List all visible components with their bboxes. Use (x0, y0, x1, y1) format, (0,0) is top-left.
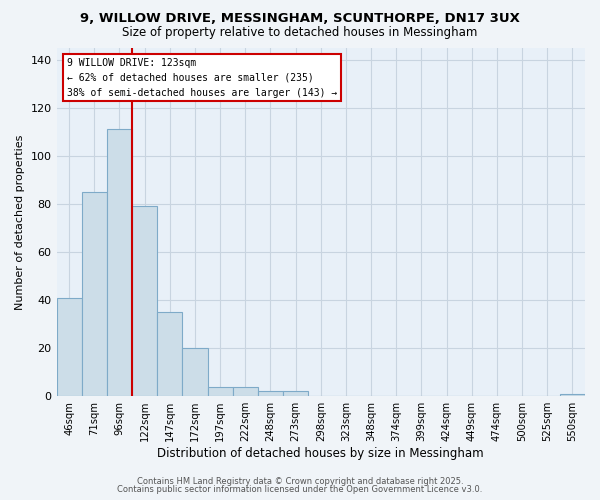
Bar (233, 386, 258, 396)
Bar (182, 348, 208, 396)
Text: Contains HM Land Registry data © Crown copyright and database right 2025.: Contains HM Land Registry data © Crown c… (137, 477, 463, 486)
Y-axis label: Number of detached properties: Number of detached properties (15, 134, 25, 310)
Text: 9, WILLOW DRIVE, MESSINGHAM, SCUNTHORPE, DN17 3UX: 9, WILLOW DRIVE, MESSINGHAM, SCUNTHORPE,… (80, 12, 520, 26)
Bar (208, 386, 233, 396)
Bar (107, 130, 132, 396)
Bar (283, 392, 308, 396)
Text: Contains public sector information licensed under the Open Government Licence v3: Contains public sector information licen… (118, 485, 482, 494)
Bar (157, 312, 182, 396)
X-axis label: Distribution of detached houses by size in Messingham: Distribution of detached houses by size … (157, 447, 484, 460)
Bar (56, 298, 82, 396)
Bar (560, 394, 585, 396)
Bar (82, 192, 107, 396)
Text: 9 WILLOW DRIVE: 123sqm
← 62% of detached houses are smaller (235)
38% of semi-de: 9 WILLOW DRIVE: 123sqm ← 62% of detached… (67, 58, 337, 98)
Text: Size of property relative to detached houses in Messingham: Size of property relative to detached ho… (122, 26, 478, 39)
Bar (258, 392, 283, 396)
Bar (132, 206, 157, 396)
